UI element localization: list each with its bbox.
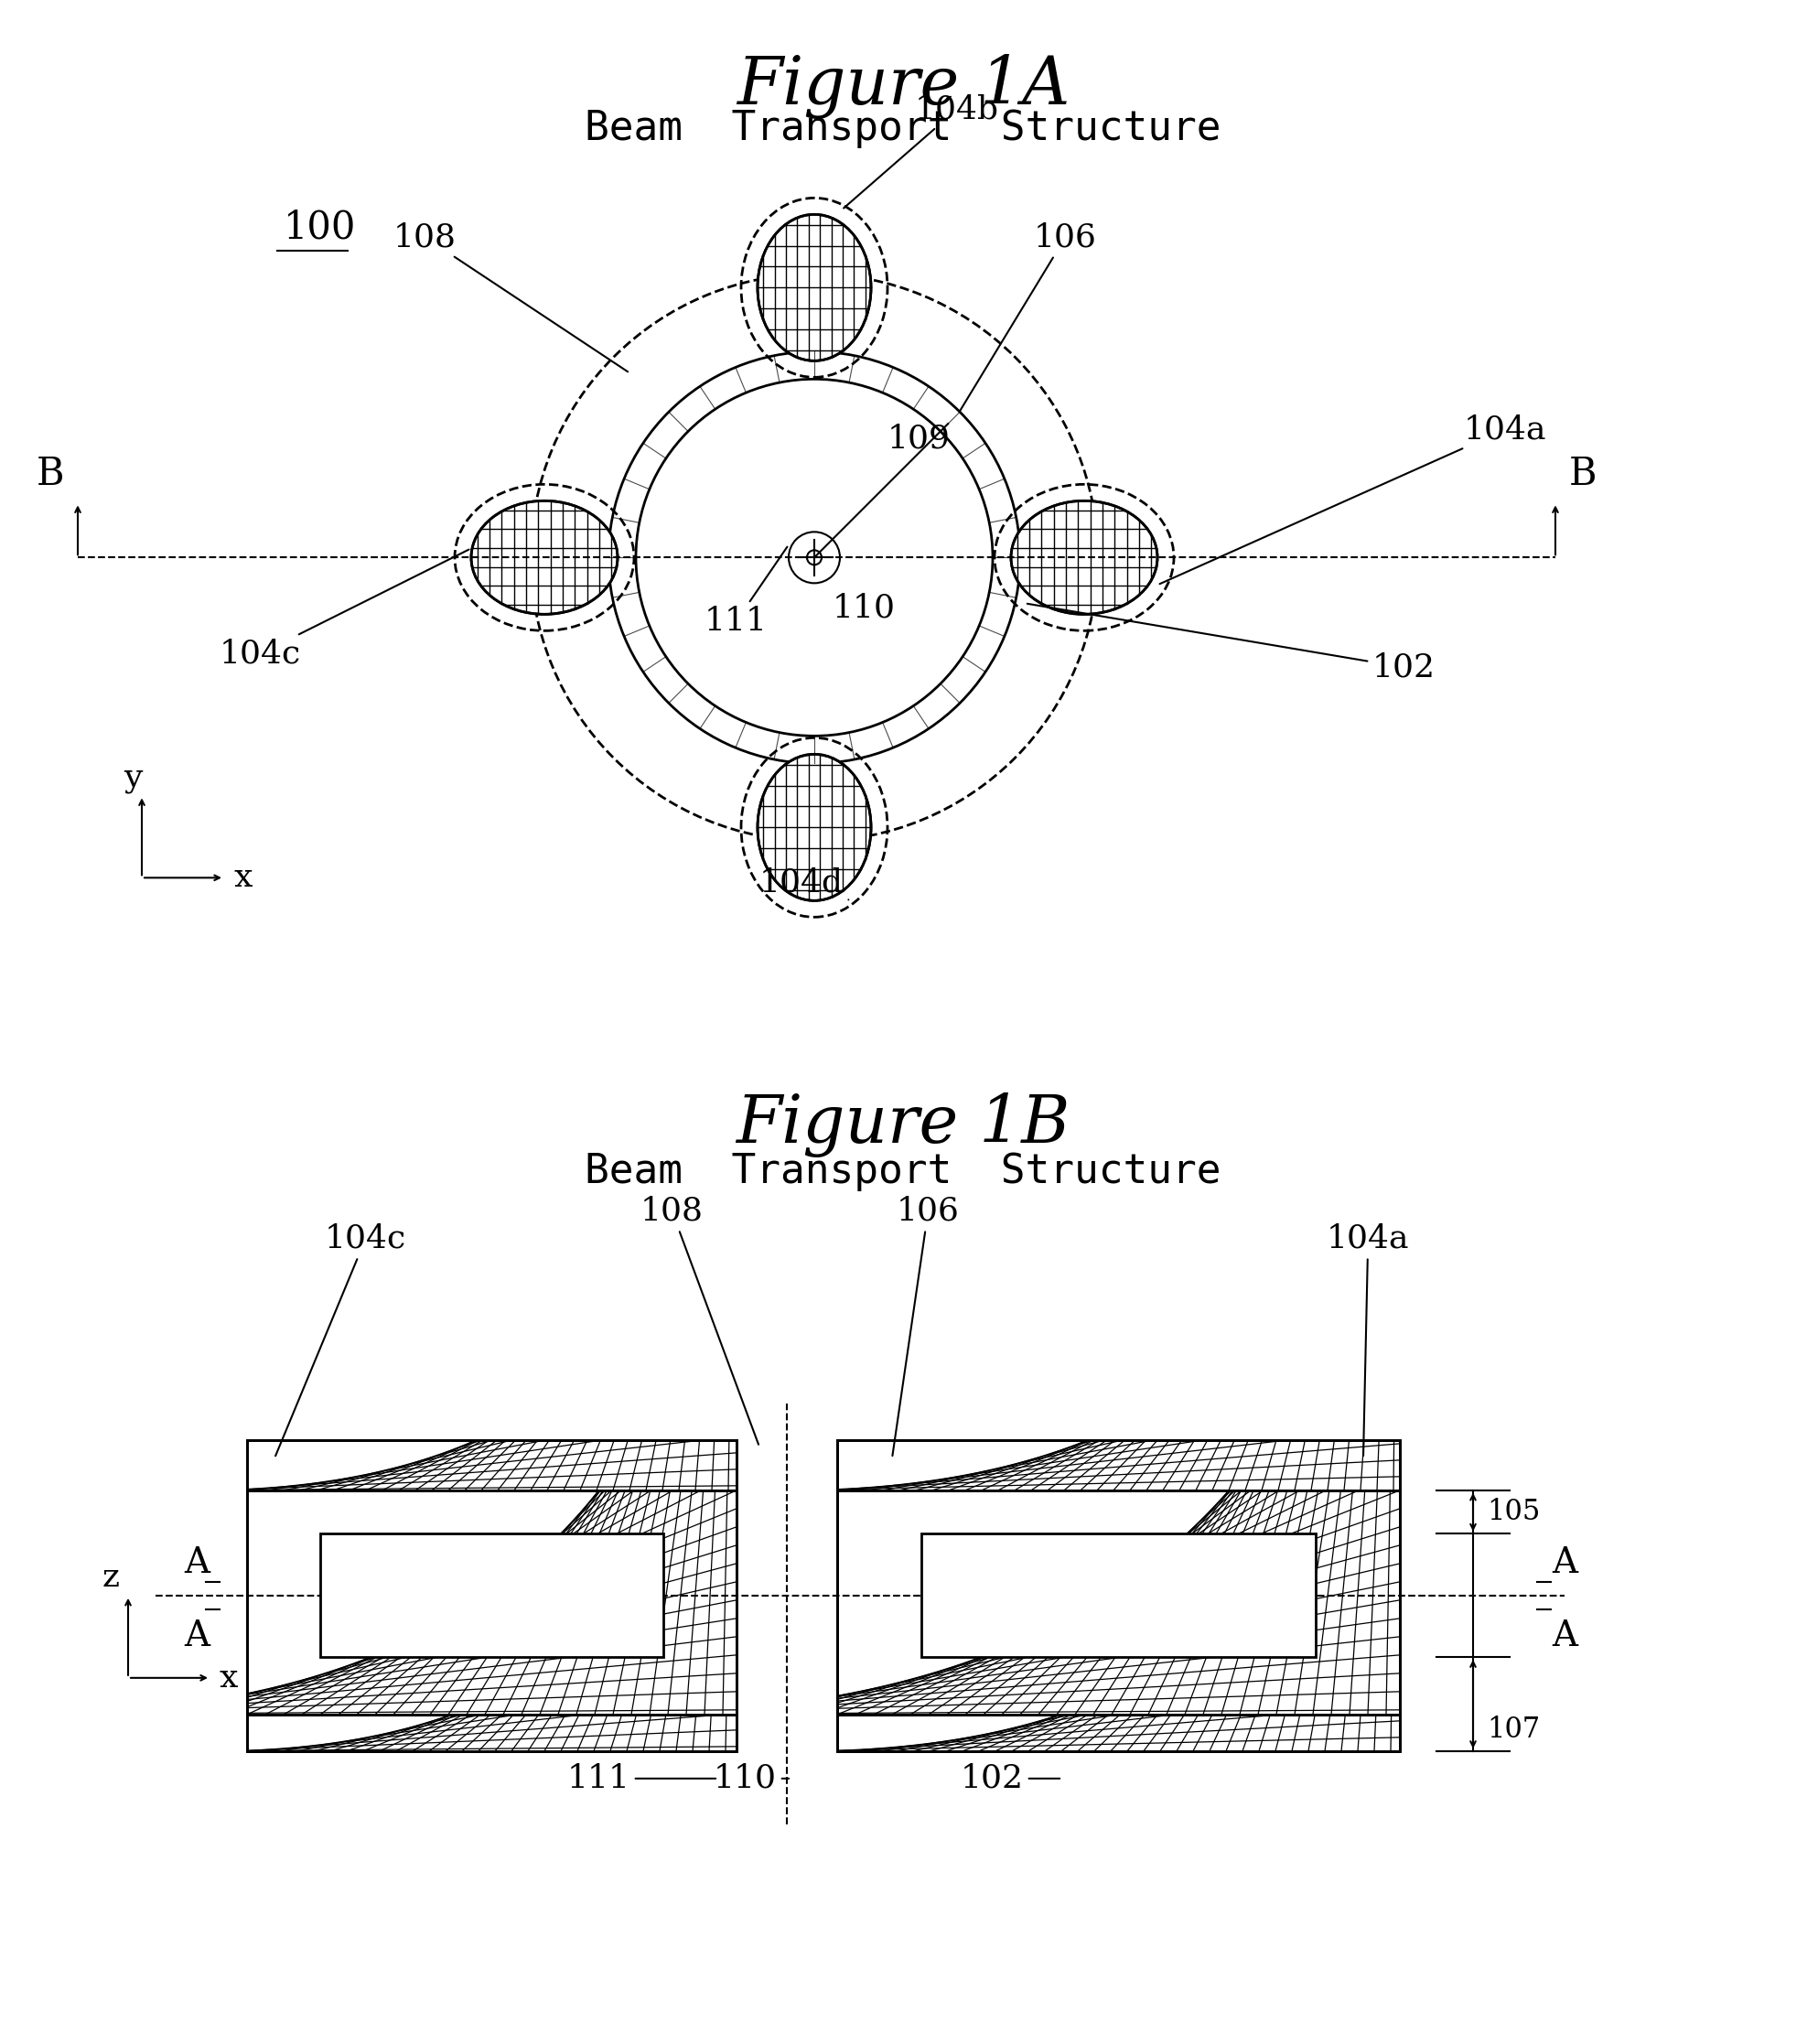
Text: A: A (1552, 1545, 1578, 1580)
Bar (248, 1439, 737, 1490)
Text: Figure 1A: Figure 1A (737, 55, 1070, 119)
Text: A: A (184, 1619, 210, 1654)
Text: 104a: 104a (1160, 413, 1547, 585)
Text: 106: 106 (893, 1196, 960, 1455)
Ellipse shape (757, 215, 871, 362)
Text: B: B (1568, 456, 1597, 493)
Text: x: x (220, 1662, 239, 1692)
Bar (837, 1715, 1400, 1752)
Bar (837, 1490, 1400, 1715)
Text: A: A (184, 1545, 210, 1580)
Text: A: A (1552, 1619, 1578, 1654)
Text: 102: 102 (961, 1764, 1059, 1795)
Text: 107: 107 (1487, 1715, 1540, 1744)
Bar (837, 1715, 1400, 1752)
Text: 106: 106 (960, 221, 1097, 411)
Text: 104a: 104a (1326, 1222, 1409, 1455)
Text: Beam  Transport  Structure: Beam Transport Structure (585, 108, 1222, 149)
Bar (248, 1715, 737, 1752)
Ellipse shape (1010, 501, 1158, 615)
Text: 108: 108 (394, 221, 627, 372)
Bar (248, 1715, 737, 1752)
Text: 100: 100 (284, 208, 356, 247)
Bar (837, 1490, 1400, 1715)
Text: z: z (103, 1562, 119, 1592)
Bar (248, 1490, 737, 1715)
Text: x: x (233, 863, 251, 893)
Text: Beam  Transport  Structure: Beam Transport Structure (585, 1151, 1222, 1192)
Text: 111: 111 (567, 1764, 716, 1795)
Text: B: B (36, 456, 65, 493)
Text: Figure 1B: Figure 1B (735, 1091, 1070, 1157)
Text: 111: 111 (705, 548, 788, 638)
Ellipse shape (472, 501, 618, 615)
Bar (837, 1439, 1400, 1490)
Text: 109: 109 (887, 423, 950, 454)
Bar (320, 1533, 663, 1658)
Text: 104d: 104d (759, 867, 849, 899)
Bar (922, 1533, 1315, 1658)
Bar (837, 1439, 1400, 1490)
Text: 105: 105 (1487, 1498, 1540, 1527)
Text: 110: 110 (714, 1764, 790, 1795)
Text: y: y (123, 762, 143, 793)
Text: 104b: 104b (844, 94, 999, 208)
Bar (248, 1490, 737, 1715)
Text: 104c: 104c (220, 550, 470, 668)
Text: 108: 108 (640, 1196, 759, 1445)
Bar (248, 1439, 737, 1490)
Text: 102: 102 (1026, 603, 1435, 683)
Text: 110: 110 (833, 593, 896, 623)
Text: 104c: 104c (275, 1222, 407, 1455)
Ellipse shape (757, 754, 871, 901)
